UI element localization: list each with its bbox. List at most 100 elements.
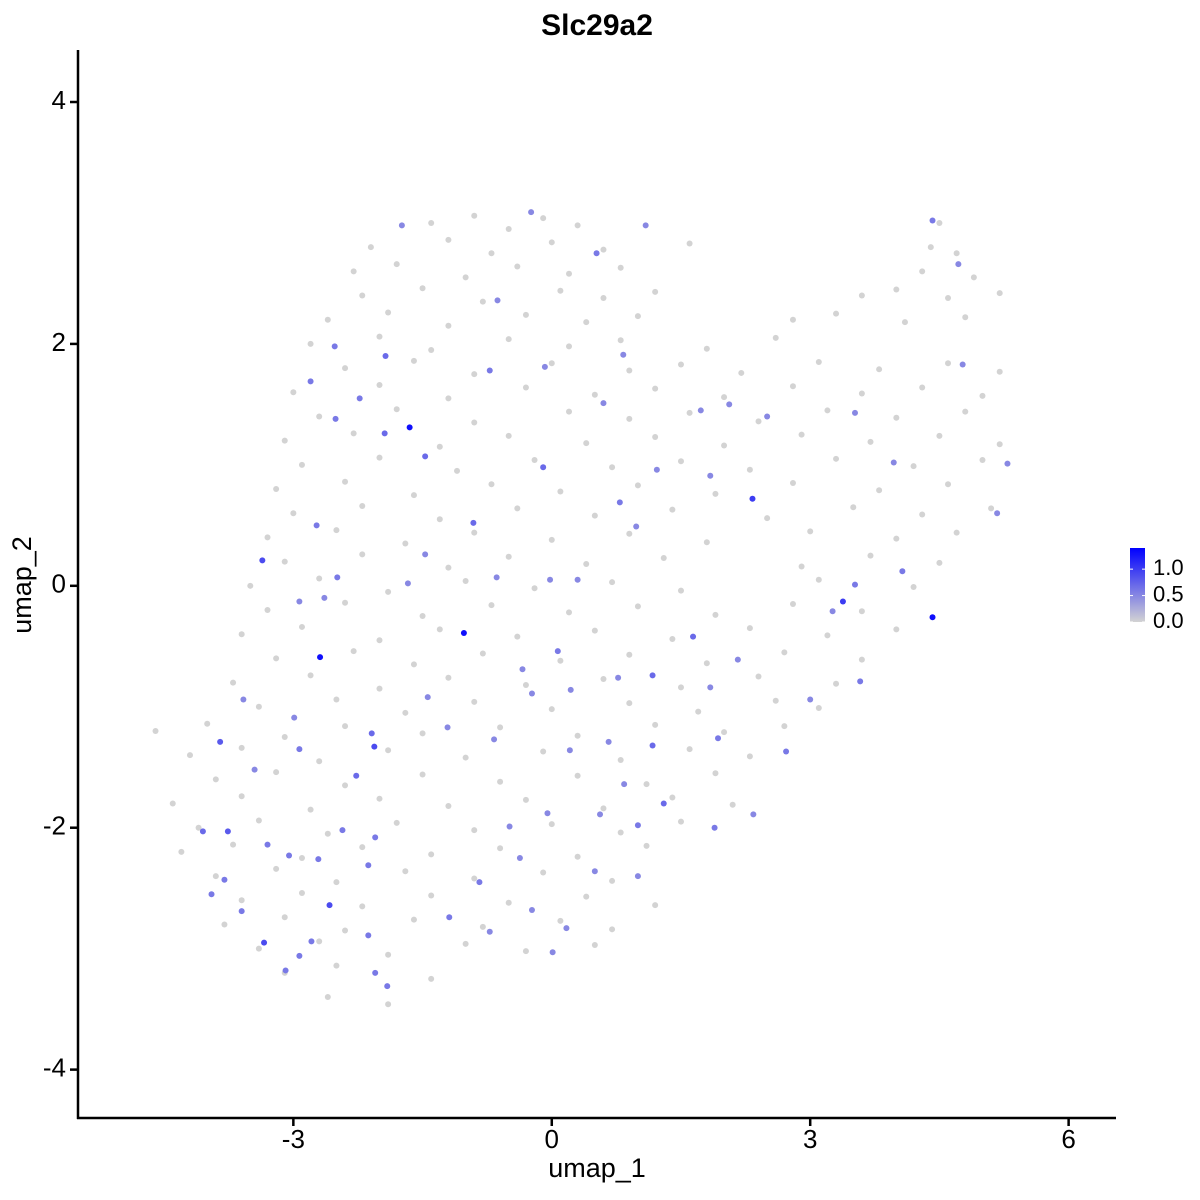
- y-axis-title: umap_2: [7, 536, 37, 634]
- point: [204, 720, 211, 727]
- point: [471, 875, 478, 882]
- point: [557, 287, 564, 294]
- point: [261, 939, 268, 946]
- point: [893, 626, 900, 633]
- point: [858, 656, 865, 663]
- point: [444, 724, 451, 731]
- point: [945, 360, 952, 367]
- point: [419, 730, 426, 737]
- point: [497, 778, 504, 785]
- point: [540, 215, 547, 222]
- point: [626, 651, 633, 658]
- point: [316, 575, 323, 582]
- point: [410, 916, 417, 923]
- point: [910, 463, 917, 470]
- point: [815, 359, 822, 366]
- point: [563, 925, 570, 932]
- point: [531, 457, 538, 464]
- point: [567, 686, 574, 693]
- point: [807, 696, 814, 703]
- point: [470, 519, 477, 526]
- point: [959, 361, 966, 368]
- point: [686, 240, 693, 247]
- point: [772, 334, 779, 341]
- point: [781, 649, 788, 656]
- point: [317, 654, 324, 661]
- point: [711, 824, 718, 831]
- point: [169, 800, 176, 807]
- point: [945, 294, 952, 301]
- point: [479, 923, 486, 930]
- point: [528, 209, 535, 216]
- point: [833, 310, 840, 317]
- point: [996, 368, 1003, 375]
- point: [178, 848, 185, 855]
- point: [876, 366, 883, 373]
- point: [789, 383, 796, 390]
- x-tick-label: 6: [1061, 1124, 1075, 1154]
- point: [505, 432, 512, 439]
- point: [419, 771, 426, 778]
- point: [626, 367, 633, 374]
- point: [385, 747, 392, 754]
- point: [707, 472, 714, 479]
- point: [605, 738, 612, 745]
- point: [505, 899, 512, 906]
- point: [634, 822, 641, 829]
- colorbar-tick-label: 1.0: [1153, 555, 1184, 580]
- point: [479, 298, 486, 305]
- point: [544, 810, 551, 817]
- point: [342, 478, 349, 485]
- point: [436, 443, 443, 450]
- point: [945, 481, 952, 488]
- point: [626, 700, 633, 707]
- x-tick-label: 3: [803, 1124, 817, 1154]
- point: [497, 845, 504, 852]
- point: [230, 841, 237, 848]
- point: [402, 709, 409, 716]
- point: [446, 914, 453, 921]
- point: [996, 441, 1003, 448]
- point: [428, 892, 435, 899]
- point: [514, 263, 521, 270]
- point: [583, 561, 590, 568]
- point: [829, 608, 836, 615]
- point: [331, 343, 338, 350]
- point: [393, 819, 400, 826]
- point: [857, 678, 864, 685]
- point: [772, 697, 779, 704]
- point: [402, 868, 409, 875]
- point: [281, 558, 288, 565]
- point: [764, 413, 771, 420]
- point: [199, 828, 206, 835]
- point: [764, 515, 771, 522]
- point: [642, 222, 649, 229]
- point: [686, 746, 693, 753]
- point: [493, 574, 500, 581]
- point: [381, 430, 388, 437]
- point: [445, 802, 452, 809]
- point: [554, 648, 561, 655]
- point: [376, 333, 383, 340]
- point: [936, 432, 943, 439]
- point: [385, 951, 392, 958]
- point: [436, 516, 443, 523]
- point: [591, 627, 598, 634]
- point: [342, 365, 349, 372]
- point: [541, 363, 548, 370]
- point: [652, 385, 659, 392]
- point: [919, 268, 926, 275]
- point: [471, 698, 478, 705]
- point: [927, 244, 934, 251]
- point: [217, 738, 224, 745]
- point: [715, 735, 722, 742]
- point: [298, 890, 305, 897]
- point: [783, 748, 790, 755]
- point: [721, 394, 728, 401]
- point: [350, 648, 357, 655]
- point: [677, 684, 684, 691]
- point: [365, 932, 372, 939]
- point: [652, 434, 659, 441]
- point: [531, 585, 538, 592]
